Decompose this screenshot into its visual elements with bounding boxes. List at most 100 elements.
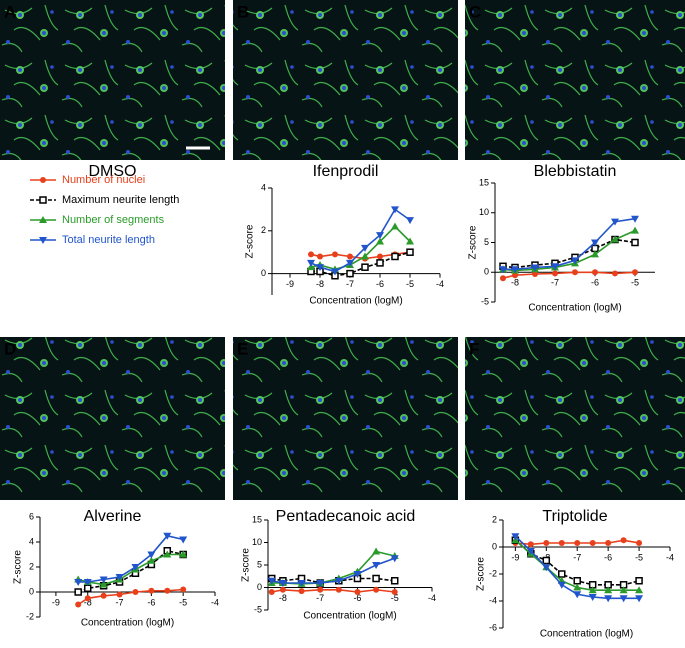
x-axis-title: Concentration (logM) xyxy=(309,296,402,307)
micrograph xyxy=(0,0,225,160)
marker xyxy=(499,266,507,274)
panel-caption: Ifenprodil xyxy=(313,163,379,180)
marker xyxy=(592,269,598,276)
marker xyxy=(571,257,579,265)
marker xyxy=(347,253,353,260)
marker xyxy=(635,586,644,594)
marker xyxy=(390,555,399,563)
marker xyxy=(635,577,643,585)
x-tick-label: -5 xyxy=(631,278,639,288)
panel-label: F xyxy=(469,339,479,358)
panel-caption: Blebbistatin xyxy=(534,163,617,180)
legend: Number of nuclei Maximum neurite length Nu… xyxy=(30,174,179,246)
marker xyxy=(573,577,581,585)
x-tick-label: -6 xyxy=(353,593,361,603)
y-tick-label: 10 xyxy=(252,537,262,547)
marker xyxy=(354,589,361,595)
y-tick-label: 0 xyxy=(261,268,266,278)
marker xyxy=(180,586,187,593)
marker xyxy=(573,583,582,591)
panel-caption: Triptolide xyxy=(542,508,607,525)
marker xyxy=(558,539,565,546)
marker xyxy=(532,271,538,278)
marker xyxy=(308,251,314,258)
y-tick-label: 2 xyxy=(492,514,497,524)
panel-caption: Alverine xyxy=(84,508,142,525)
marker xyxy=(267,577,276,585)
marker xyxy=(589,539,596,546)
marker xyxy=(131,564,140,571)
y-tick-label: 2 xyxy=(261,225,266,235)
marker xyxy=(75,601,82,608)
marker xyxy=(631,226,639,234)
x-axis-title: Concentration (logM) xyxy=(528,303,621,314)
x-tick-label: -5 xyxy=(635,552,643,562)
marker xyxy=(39,216,47,223)
marker xyxy=(99,576,108,584)
x-tick-label: -9 xyxy=(286,279,294,289)
marker xyxy=(298,588,305,595)
marker xyxy=(39,196,47,204)
marker xyxy=(543,539,550,546)
marker xyxy=(620,537,627,544)
marker xyxy=(179,550,188,558)
x-tick-label: -5 xyxy=(406,279,414,289)
x-tick-label: -8 xyxy=(511,278,519,288)
marker xyxy=(605,539,612,546)
marker xyxy=(591,250,599,258)
y-tick-label: 0 xyxy=(492,541,497,551)
x-axis-title: Concentration (logM) xyxy=(81,618,174,629)
y-tick-label: 4 xyxy=(29,536,34,546)
marker xyxy=(317,253,323,260)
marker xyxy=(604,595,613,603)
marker xyxy=(588,593,597,601)
x-axis-title: Concentration (logM) xyxy=(540,629,633,640)
series-line xyxy=(502,238,636,269)
marker xyxy=(148,587,155,594)
marker xyxy=(391,589,398,595)
marker xyxy=(526,548,535,556)
marker xyxy=(147,556,156,564)
marker xyxy=(588,586,597,594)
micrograph xyxy=(0,337,225,500)
marker xyxy=(115,574,124,581)
x-tick-label: -6 xyxy=(376,279,384,289)
series-line xyxy=(271,588,395,593)
marker xyxy=(604,586,613,594)
y-tick-label: 15 xyxy=(479,177,489,187)
marker xyxy=(297,580,306,587)
marker xyxy=(636,539,643,546)
x-tick-label: -6 xyxy=(591,278,599,288)
y-tick-label: 15 xyxy=(252,514,262,524)
marker xyxy=(612,270,618,277)
marker xyxy=(527,541,534,548)
x-tick-label: -8 xyxy=(84,597,92,607)
legend-label: Number of segments xyxy=(62,214,165,226)
x-tick-label: -7 xyxy=(551,278,559,288)
y-axis-title: Z-score xyxy=(241,548,252,582)
series-line xyxy=(503,217,636,271)
marker xyxy=(353,571,362,578)
x-tick-label: -6 xyxy=(147,597,155,607)
marker xyxy=(531,264,539,272)
y-tick-label: -5 xyxy=(254,604,262,614)
marker xyxy=(406,237,414,245)
marker xyxy=(632,269,638,276)
marker xyxy=(74,579,83,586)
x-tick-label: -9 xyxy=(511,552,519,562)
panel-label: E xyxy=(237,339,248,358)
marker xyxy=(631,215,639,223)
marker xyxy=(511,533,520,541)
y-axis-title: Z-score xyxy=(245,224,256,258)
marker xyxy=(619,586,628,594)
marker xyxy=(361,244,369,252)
x-tick-label: -4 xyxy=(428,593,436,603)
marker xyxy=(390,577,399,585)
x-tick-label: -4 xyxy=(666,552,674,562)
marker xyxy=(361,263,369,271)
x-tick-label: -8 xyxy=(316,279,324,289)
marker xyxy=(39,237,47,244)
marker xyxy=(611,235,619,243)
micrograph xyxy=(465,0,685,160)
marker xyxy=(316,580,325,587)
